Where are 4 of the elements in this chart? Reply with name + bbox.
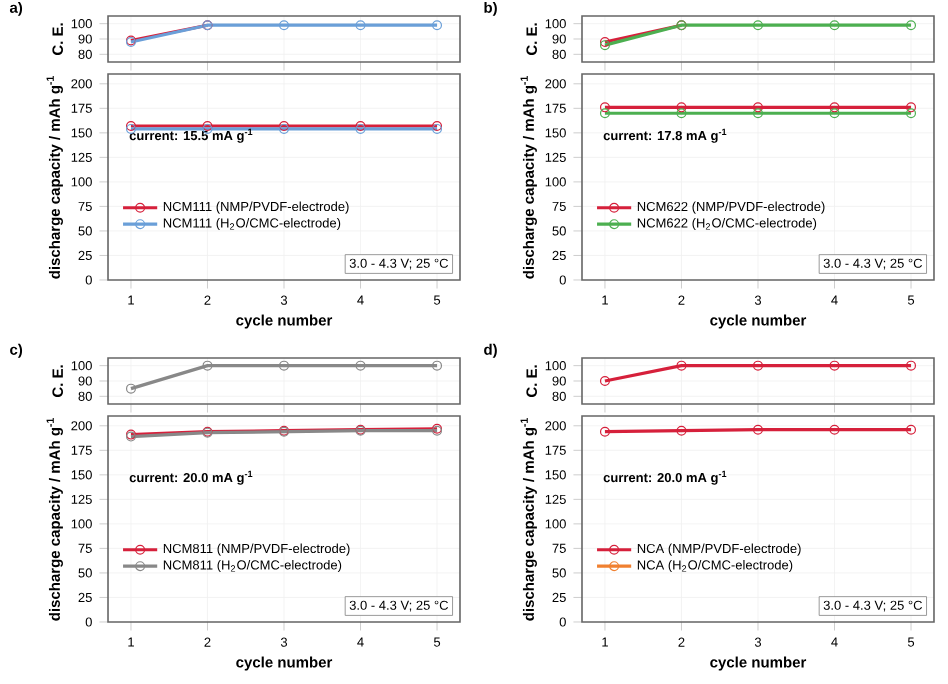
- point: [829, 20, 840, 31]
- point: [279, 20, 289, 31]
- point: [752, 20, 763, 31]
- point: [355, 20, 366, 31]
